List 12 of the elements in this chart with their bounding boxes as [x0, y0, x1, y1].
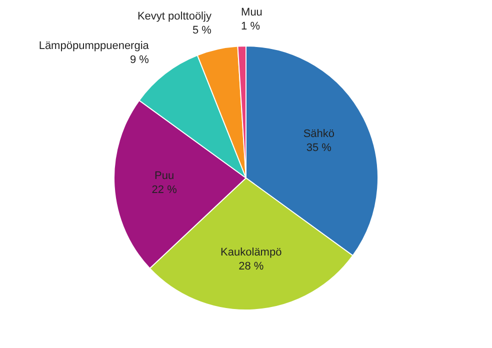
data-label: 9 %	[130, 54, 150, 66]
data-label: 28 %	[238, 260, 264, 273]
slice-label: Kevyt polttoöljy	[137, 10, 212, 22]
data-label: 5 %	[192, 24, 212, 36]
slice-label: Puu	[154, 170, 174, 182]
slice-label: Muu	[241, 6, 262, 19]
data-label: 1 %	[241, 20, 260, 33]
slice-label: Sähkö	[303, 128, 335, 140]
slice-label: Lämpöpumppuenergia	[38, 40, 150, 52]
data-label: 22 %	[152, 184, 178, 196]
slice-label: Kaukolämpö	[220, 246, 282, 259]
data-label: 35 %	[306, 142, 332, 154]
